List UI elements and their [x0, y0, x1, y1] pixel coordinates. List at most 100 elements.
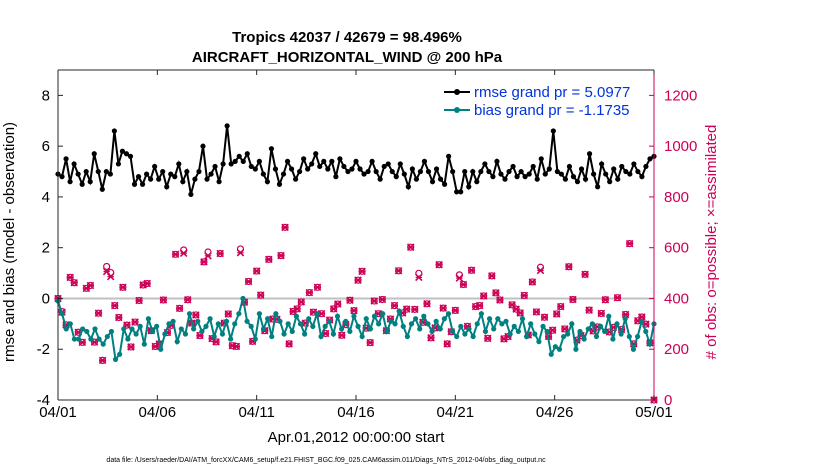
obs-assimilated-point	[236, 249, 245, 257]
bias-point	[269, 333, 275, 340]
rmse-point	[466, 184, 472, 190]
bias-point	[413, 316, 419, 322]
bias-point	[392, 321, 398, 327]
bias-point	[482, 328, 489, 335]
obs-assimilated-point	[427, 334, 435, 342]
obs-assimilated-point	[119, 283, 127, 292]
bias-point	[84, 328, 90, 335]
obs-assimilated-point	[159, 296, 168, 304]
bias-point	[433, 318, 439, 324]
rmse-point	[635, 168, 641, 175]
rmse-point	[99, 186, 105, 192]
bias-point	[643, 328, 649, 335]
obs-assimilated-point	[488, 272, 496, 280]
bias-point	[195, 318, 201, 324]
bias-point	[478, 311, 484, 317]
obs-assimilated-point	[175, 304, 184, 313]
bias-point	[166, 321, 172, 327]
rmse-point	[280, 171, 287, 177]
bias-point	[565, 331, 571, 337]
rmse-point	[586, 151, 593, 157]
bias-point	[63, 326, 69, 332]
bias-point	[597, 323, 604, 329]
rmse-point	[446, 153, 452, 159]
obs-assimilated-point	[548, 326, 557, 334]
rmse-point	[534, 176, 540, 182]
rmse-point	[59, 174, 65, 180]
obs-assimilated-point	[265, 255, 273, 264]
rmse-point	[148, 176, 154, 182]
rmse-point	[482, 161, 488, 167]
rmse-point	[631, 161, 637, 167]
bias-point	[376, 321, 382, 327]
obs-assimilated-point	[281, 223, 289, 232]
bias-point	[536, 339, 542, 345]
obs-assimilated-point	[293, 305, 301, 313]
bias-point	[265, 316, 271, 322]
bias-point	[88, 336, 94, 342]
rmse-point	[184, 168, 190, 175]
right-tick-label: 800	[664, 189, 689, 206]
rmse-point	[474, 179, 480, 185]
bias-point	[495, 316, 501, 322]
rmse-point	[317, 163, 323, 170]
bias-point	[219, 331, 226, 337]
rmse-point	[611, 166, 617, 172]
rmse-point	[381, 163, 387, 170]
right-tick-label: 200	[664, 341, 689, 358]
obs-assimilated-point	[415, 273, 423, 282]
bias-point	[544, 328, 550, 335]
bias-point	[421, 313, 427, 319]
rmse-point	[123, 151, 130, 157]
rmse-point	[514, 174, 520, 180]
rmse-point	[590, 171, 597, 177]
obs-assimilated-point	[467, 266, 476, 275]
rmse-point	[156, 176, 162, 182]
legend-rmse-marker	[454, 89, 460, 95]
x-tick-label: 04/16	[337, 404, 375, 421]
bias-point	[519, 316, 526, 322]
bias-point	[367, 326, 373, 332]
bias-point	[610, 336, 616, 342]
obs-assimilated-point	[565, 262, 573, 271]
bias-point	[515, 328, 521, 335]
rmse-point	[119, 148, 126, 154]
bias-point	[330, 331, 336, 337]
rmse-point	[578, 166, 585, 172]
rmse-point	[297, 168, 303, 175]
obs-assimilated-point	[346, 296, 354, 305]
bias-point	[371, 313, 378, 319]
bias-point	[647, 341, 653, 347]
left-tick-label: 2	[42, 240, 50, 257]
bias-point	[125, 336, 131, 342]
bias-point	[334, 313, 341, 319]
rmse-point	[582, 176, 589, 182]
rmse-point	[321, 158, 327, 164]
bias-point	[149, 328, 156, 335]
rmse-point	[264, 179, 271, 185]
rmse-point	[542, 171, 548, 177]
obs-assimilated-point	[115, 313, 123, 322]
rmse-point	[397, 161, 403, 167]
rmse-point	[345, 168, 351, 175]
obs-assimilated-point	[378, 295, 387, 304]
obs-assimilated-point	[439, 304, 447, 312]
rmse-point	[87, 179, 93, 185]
right-tick-label: 1000	[664, 138, 697, 155]
obs-assimilated-point	[297, 298, 306, 306]
obs-assimilated-point	[256, 291, 265, 299]
bias-point	[634, 333, 641, 340]
rmse-point	[607, 179, 613, 185]
bias-point	[178, 326, 184, 332]
left-y-axis-label: rmse and bias (model - observation)	[1, 122, 18, 362]
bias-point	[458, 323, 464, 329]
obs-assimilated-point	[394, 267, 403, 275]
bias-point	[462, 331, 468, 337]
bias-point	[100, 341, 106, 347]
rmse-point	[441, 181, 448, 187]
bias-point	[211, 333, 217, 340]
rmse-point	[510, 163, 516, 170]
left-tick-label: -2	[37, 341, 50, 358]
rmse-point	[131, 181, 138, 187]
obs-assimilated-point	[556, 302, 565, 311]
